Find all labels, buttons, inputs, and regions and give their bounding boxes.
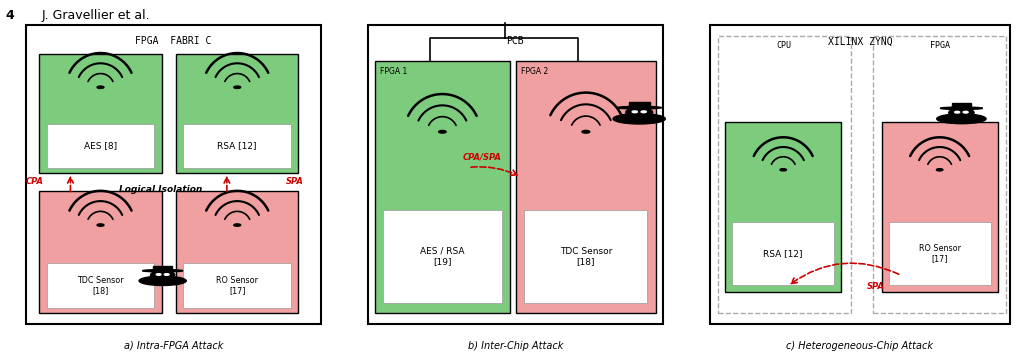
Bar <box>873 36 1006 313</box>
Circle shape <box>955 111 959 113</box>
Text: Logical Isolation: Logical Isolation <box>119 184 202 194</box>
Text: XILINX ZYNQ: XILINX ZYNQ <box>828 36 892 46</box>
Ellipse shape <box>616 106 662 109</box>
Bar <box>176 191 298 313</box>
Text: FPGA 2: FPGA 2 <box>521 68 548 77</box>
Circle shape <box>949 108 974 117</box>
Text: J. Gravellier et al.: J. Gravellier et al. <box>41 9 150 22</box>
Bar <box>882 122 998 292</box>
Bar <box>629 103 650 108</box>
Ellipse shape <box>941 107 982 109</box>
Bar <box>183 124 291 168</box>
Bar <box>153 266 172 271</box>
Text: b) Inter-Chip Attack: b) Inter-Chip Attack <box>467 341 564 351</box>
Text: TDC Sensor
[18]: TDC Sensor [18] <box>559 247 612 266</box>
Bar <box>183 263 291 308</box>
Text: FPGA 1: FPGA 1 <box>380 68 407 77</box>
Text: CPA/SPA: CPA/SPA <box>462 152 501 161</box>
Bar <box>524 210 648 303</box>
Ellipse shape <box>142 270 182 272</box>
Text: RO Sensor
[17]: RO Sensor [17] <box>217 276 258 295</box>
Text: SPA: SPA <box>286 177 304 186</box>
Circle shape <box>438 130 447 133</box>
Ellipse shape <box>937 114 986 124</box>
Bar <box>39 54 162 173</box>
Circle shape <box>641 111 646 113</box>
Bar <box>889 222 990 285</box>
Bar <box>47 124 154 168</box>
Bar <box>732 222 834 285</box>
Bar <box>47 263 154 308</box>
Circle shape <box>150 271 175 279</box>
Circle shape <box>156 274 161 275</box>
Text: RSA [12]: RSA [12] <box>218 141 257 150</box>
Circle shape <box>937 168 943 171</box>
Text: SPA: SPA <box>866 282 885 291</box>
Circle shape <box>963 111 968 113</box>
Circle shape <box>234 224 240 226</box>
Text: CPA: CPA <box>26 177 44 186</box>
Bar <box>375 61 510 313</box>
Bar <box>710 25 1010 324</box>
Bar <box>516 61 656 313</box>
Text: RSA [12]: RSA [12] <box>764 249 803 258</box>
Circle shape <box>165 274 169 275</box>
Bar <box>39 191 162 313</box>
Text: CPU: CPU <box>777 40 792 49</box>
Circle shape <box>632 111 637 113</box>
Text: RO Sensor
[17]: RO Sensor [17] <box>919 244 960 263</box>
Text: 4: 4 <box>5 9 13 22</box>
Circle shape <box>97 224 104 226</box>
Text: PCB: PCB <box>507 36 524 46</box>
Text: AES [8]: AES [8] <box>84 141 117 150</box>
Circle shape <box>97 86 104 89</box>
Bar <box>368 25 663 324</box>
Bar <box>26 25 321 324</box>
Circle shape <box>582 130 589 133</box>
Bar <box>383 210 501 303</box>
Text: TDC Sensor
[18]: TDC Sensor [18] <box>77 276 124 295</box>
Circle shape <box>780 168 786 171</box>
Text: AES / RSA
[19]: AES / RSA [19] <box>421 247 464 266</box>
Ellipse shape <box>613 114 665 124</box>
Circle shape <box>626 108 653 117</box>
Text: FPGA  FABRI C: FPGA FABRI C <box>136 36 211 46</box>
Circle shape <box>234 86 240 89</box>
Ellipse shape <box>139 276 186 285</box>
Text: a) Intra-FPGA Attack: a) Intra-FPGA Attack <box>124 341 223 351</box>
Bar <box>951 103 972 109</box>
Text: c) Heterogeneous-Chip Attack: c) Heterogeneous-Chip Attack <box>786 341 933 351</box>
Bar <box>725 122 841 292</box>
Bar <box>176 54 298 173</box>
Text: FPGA: FPGA <box>929 40 950 49</box>
Bar <box>718 36 851 313</box>
